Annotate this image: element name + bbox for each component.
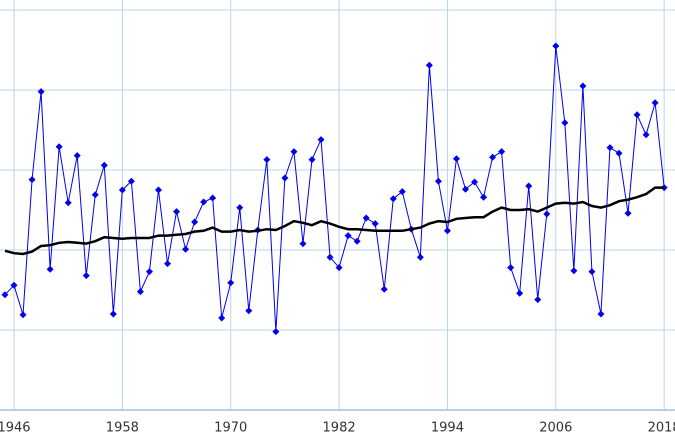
data-point bbox=[227, 279, 235, 287]
data-point bbox=[416, 253, 424, 261]
data-point bbox=[64, 199, 72, 207]
data-point bbox=[543, 210, 551, 218]
data-point bbox=[263, 156, 271, 164]
data-point bbox=[507, 264, 515, 272]
x-tick-label: 1970 bbox=[214, 421, 247, 436]
data-point bbox=[389, 195, 397, 203]
series-line bbox=[4, 45, 665, 332]
data-point bbox=[145, 268, 153, 276]
data-point bbox=[615, 149, 623, 157]
data-point bbox=[353, 237, 361, 245]
data-point bbox=[154, 186, 162, 194]
data-point bbox=[173, 208, 181, 216]
data-point bbox=[452, 155, 460, 163]
data-point bbox=[209, 194, 217, 202]
data-point bbox=[127, 177, 135, 185]
data-point bbox=[642, 131, 650, 139]
data-point bbox=[651, 99, 659, 107]
data-point bbox=[1, 291, 9, 299]
data-point bbox=[498, 148, 506, 156]
data-point bbox=[489, 153, 497, 161]
data-point bbox=[164, 260, 172, 268]
data-point bbox=[136, 288, 144, 296]
data-point bbox=[371, 220, 379, 228]
data-point bbox=[37, 88, 45, 96]
data-point bbox=[73, 152, 81, 160]
data-point bbox=[588, 268, 596, 276]
data-point bbox=[525, 182, 533, 190]
data-point bbox=[570, 267, 578, 275]
data-point bbox=[552, 42, 560, 50]
data-point bbox=[182, 245, 190, 253]
data-point bbox=[597, 310, 605, 318]
data-point bbox=[380, 285, 388, 293]
data-point bbox=[82, 272, 90, 280]
data-point bbox=[633, 111, 641, 119]
x-tick-label: 2006 bbox=[539, 421, 572, 436]
data-point bbox=[28, 176, 36, 184]
data-point bbox=[480, 193, 488, 201]
data-point bbox=[100, 161, 108, 169]
data-point bbox=[471, 178, 479, 186]
data-point bbox=[218, 314, 226, 322]
data-point bbox=[579, 82, 587, 90]
data-point bbox=[335, 264, 343, 272]
data-point bbox=[55, 143, 63, 151]
data-point bbox=[308, 156, 316, 164]
data-point bbox=[109, 310, 117, 318]
x-tick-label: 1994 bbox=[431, 421, 464, 436]
x-tick-label: 2018 bbox=[648, 421, 675, 436]
data-point bbox=[534, 296, 542, 304]
series-line bbox=[4, 186, 665, 256]
data-point bbox=[299, 240, 307, 248]
data-point bbox=[245, 307, 253, 315]
data-point bbox=[561, 119, 569, 127]
data-point bbox=[434, 177, 442, 185]
x-tick-label: 1958 bbox=[106, 421, 139, 436]
data-point bbox=[462, 185, 470, 193]
data-point bbox=[46, 265, 54, 273]
data-point bbox=[425, 61, 433, 69]
x-tick-label: 1946 bbox=[0, 421, 31, 436]
data-point bbox=[118, 186, 126, 194]
data-point bbox=[236, 204, 244, 212]
data-point bbox=[398, 188, 406, 196]
data-point bbox=[443, 227, 451, 235]
data-point bbox=[272, 328, 280, 336]
x-tick-label: 1982 bbox=[323, 421, 356, 436]
data-point bbox=[191, 218, 199, 226]
data-point bbox=[91, 191, 99, 199]
data-point bbox=[326, 253, 334, 261]
data-point bbox=[624, 209, 632, 217]
data-point bbox=[317, 136, 325, 144]
data-point bbox=[606, 144, 614, 152]
data-point bbox=[290, 148, 298, 156]
data-point bbox=[200, 198, 208, 206]
data-point bbox=[281, 174, 289, 182]
data-point bbox=[19, 311, 27, 319]
data-point bbox=[344, 232, 352, 240]
data-point bbox=[10, 281, 18, 289]
data-point bbox=[516, 289, 524, 297]
data-point bbox=[362, 214, 370, 222]
